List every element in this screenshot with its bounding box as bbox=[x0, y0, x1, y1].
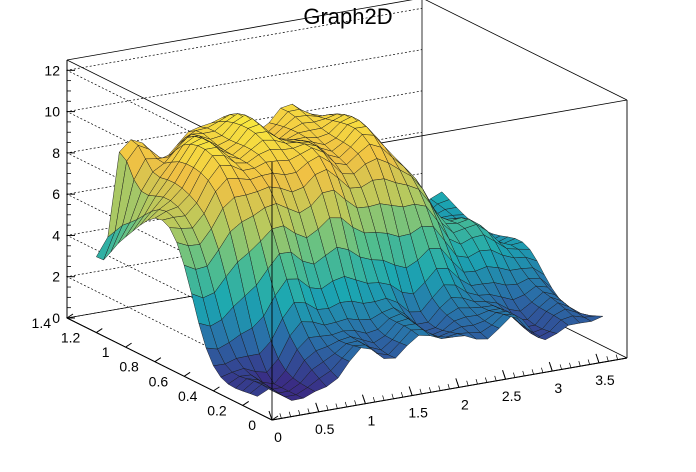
y-tick-label: 0.2 bbox=[207, 402, 227, 418]
z-tick-label: 8 bbox=[52, 145, 60, 161]
x-minor-tick bbox=[279, 413, 282, 419]
y-tick-label: 0.8 bbox=[119, 359, 139, 375]
x-minor-tick bbox=[503, 374, 506, 380]
y-tick bbox=[96, 328, 103, 333]
x-minor-tick bbox=[550, 365, 553, 372]
x-tick-label: 1.5 bbox=[408, 405, 428, 421]
y-tick bbox=[213, 386, 220, 392]
x-minor-tick bbox=[522, 370, 525, 377]
x-minor-tick bbox=[597, 357, 600, 363]
x-axis: 0 0.5 1 1.5 2 2.5 3 3.5 bbox=[268, 353, 628, 445]
x-minor-tick bbox=[447, 383, 450, 390]
z-tick-label: 12 bbox=[44, 62, 60, 78]
x-minor-tick bbox=[344, 401, 348, 408]
y-tick bbox=[242, 401, 249, 406]
y-tick bbox=[183, 371, 191, 377]
z-tick-label: 2 bbox=[52, 269, 60, 285]
x-minor-tick bbox=[372, 396, 376, 403]
x-tick-label: 3 bbox=[554, 380, 562, 396]
z-tick-label: 4 bbox=[52, 227, 60, 243]
x-minor-tick bbox=[494, 375, 497, 381]
x-minor-tick bbox=[326, 405, 329, 411]
x-minor-tick bbox=[382, 395, 385, 401]
x-minor-tick bbox=[391, 393, 394, 399]
x-minor-tick bbox=[419, 388, 422, 394]
x-minor-tick bbox=[457, 382, 460, 388]
x-minor-tick bbox=[410, 390, 413, 396]
x-tick-label: 1 bbox=[368, 413, 376, 429]
x-minor-tick bbox=[298, 410, 301, 416]
z-tick-label: 0 bbox=[52, 310, 60, 326]
x-minor-tick bbox=[466, 380, 469, 386]
x-minor-tick bbox=[428, 387, 432, 393]
x-minor-tick bbox=[513, 372, 516, 378]
z-tick-label: 6 bbox=[52, 186, 60, 202]
x-minor-tick bbox=[615, 354, 618, 360]
y-tick-label: 0.6 bbox=[149, 373, 169, 389]
surface bbox=[95, 103, 604, 401]
z-axis: 0 2 4 6 8 10 12 bbox=[44, 60, 75, 326]
x-minor-tick bbox=[541, 367, 544, 373]
z-tick-label: 10 bbox=[44, 104, 60, 120]
y-axis-line bbox=[66, 317, 273, 421]
x-minor-tick bbox=[578, 361, 581, 367]
x-minor-tick bbox=[531, 369, 534, 375]
y-tick-label: 0.4 bbox=[178, 388, 198, 404]
x-minor-tick bbox=[288, 411, 292, 417]
x-tick bbox=[268, 410, 273, 421]
x-minor-tick bbox=[485, 377, 488, 383]
frame-edge bbox=[66, 0, 413, 61]
x-tick-label: 2.5 bbox=[502, 388, 522, 404]
y-tick bbox=[154, 357, 162, 363]
x-minor-tick bbox=[363, 398, 366, 404]
y-tick-label: 1.4 bbox=[32, 315, 52, 331]
x-minor-tick bbox=[354, 400, 357, 406]
y-tick bbox=[66, 313, 74, 319]
x-minor-tick bbox=[475, 379, 478, 385]
y-axis: 0 0.2 0.4 0.6 0.8 1 1.2 1.4 bbox=[32, 313, 279, 433]
x-minor-tick bbox=[316, 406, 320, 412]
x-minor-tick bbox=[569, 362, 572, 368]
y-tick-label: 0 bbox=[248, 417, 256, 433]
frame-edge bbox=[425, 0, 628, 101]
x-minor-tick bbox=[438, 385, 441, 391]
x-minor-tick bbox=[606, 356, 609, 362]
x-minor-tick bbox=[307, 408, 310, 414]
x-minor-tick bbox=[335, 403, 338, 409]
x-tick-label: 2 bbox=[461, 396, 469, 412]
surface-cell bbox=[583, 315, 604, 322]
x-minor-tick bbox=[400, 392, 404, 398]
y-tick bbox=[125, 342, 132, 348]
x-tick-label: 0 bbox=[274, 429, 282, 445]
y-tick-label: 1 bbox=[102, 344, 110, 360]
x-minor-tick bbox=[559, 364, 562, 370]
y-tick-label: 1.2 bbox=[61, 330, 81, 346]
x-minor-tick bbox=[587, 359, 590, 365]
x-tick-label: 0.5 bbox=[315, 421, 335, 437]
x-tick-label: 3.5 bbox=[595, 372, 615, 388]
